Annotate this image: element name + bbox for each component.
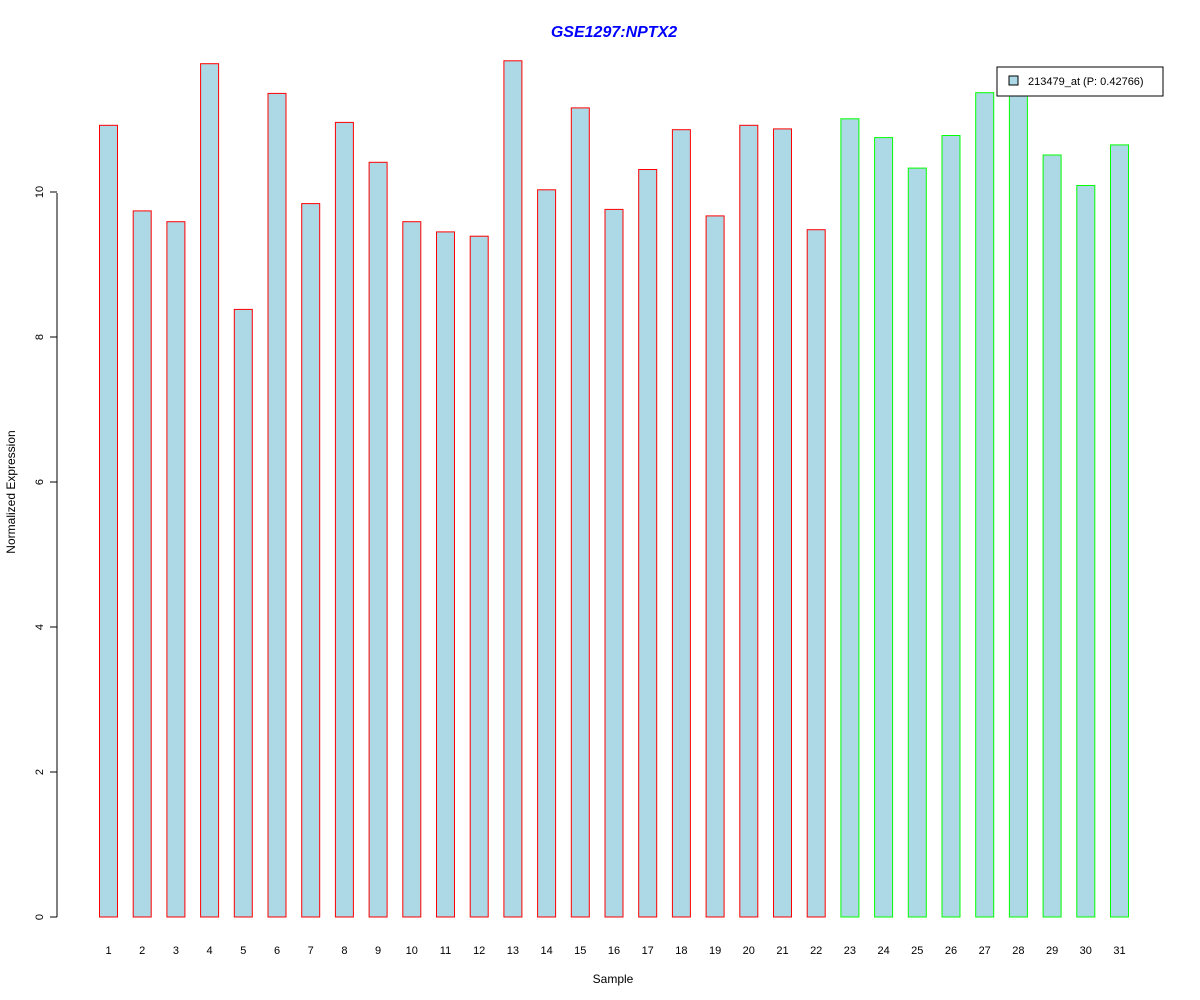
legend: 213479_at (P: 0.42766) [996,66,1164,97]
x-tick-label: 12 [473,945,485,957]
bar-sample-9 [368,161,388,918]
x-tick-label: 10 [406,945,418,957]
x-tick-label: 18 [675,945,687,957]
x-tick-label: 9 [375,945,381,957]
y-axis-title: Normalized Expression [4,430,18,553]
x-tick-label: 8 [341,945,347,957]
bar-sample-28 [1008,93,1028,918]
bar-sample-18 [671,129,691,918]
x-tick-label: 26 [945,945,957,957]
x-tick-label: 22 [810,945,822,957]
bar-sample-11 [436,231,455,918]
x-tick-label: 13 [507,945,519,957]
x-tick-label: 2 [139,945,145,957]
bar-sample-22 [806,229,826,918]
y-tick-label: 8 [34,334,46,340]
bar-sample-5 [233,308,253,918]
x-tick-label: 27 [979,945,991,957]
bar-sample-3 [166,221,186,918]
x-tick-label: 5 [240,945,246,957]
bar-sample-25 [907,167,927,918]
x-tick-label: 30 [1080,945,1092,957]
bar-sample-12 [469,235,489,918]
bar-sample-24 [874,137,894,918]
x-tick-label: 14 [540,945,552,957]
x-tick-label: 21 [776,945,788,957]
bar-sample-6 [267,92,287,918]
x-tick-label: 16 [608,945,620,957]
x-tick-label: 24 [877,945,889,957]
bar-sample-21 [773,128,792,918]
bar-sample-20 [739,124,759,918]
bar-sample-19 [705,215,725,918]
legend-swatch [1008,75,1019,86]
x-tick-label: 6 [274,945,280,957]
x-tick-label: 29 [1046,945,1058,957]
bar-sample-7 [301,203,321,918]
x-tick-label: 7 [308,945,314,957]
bar-sample-31 [1110,144,1129,918]
bar-sample-10 [402,221,422,918]
bar-sample-29 [1042,154,1062,918]
bar-sample-30 [1076,185,1096,918]
bar-sample-4 [200,63,220,918]
bar-sample-8 [334,121,354,918]
x-tick-label: 1 [105,945,111,957]
x-tick-label: 11 [440,945,451,957]
x-axis-title: Sample [593,972,634,986]
bar-sample-2 [132,210,152,918]
bar-sample-13 [503,60,523,918]
bar-sample-1 [99,124,118,918]
x-tick-label: 31 [1113,945,1125,957]
bars-group [99,60,1129,918]
x-tick-label: 23 [844,945,856,957]
y-axis: 0 2 4 6 8 10 [34,186,58,920]
y-tick-label: 0 [34,914,46,920]
bar-sample-23 [840,118,860,918]
x-tick-label: 17 [642,945,654,957]
bar-sample-14 [537,189,557,918]
y-tick-label: 2 [34,769,46,775]
legend-label: 213479_at (P: 0.42766) [1028,76,1144,88]
x-tick-label: 19 [709,945,721,957]
x-tick-label: 28 [1012,945,1024,957]
x-tick-label: 20 [743,945,755,957]
x-tick-label: 4 [207,945,213,957]
x-tick-label: 3 [173,945,179,957]
x-tick-label: 15 [574,945,586,957]
chart-title: GSE1297:NPTX2 [551,24,677,41]
x-tick-labels: 1 2 3 4 5 6 7 8 9 10 11 12 13 14 15 16 17 18 19 20 21 22 23 24 2… [105,945,1125,957]
bar-sample-26 [941,135,961,918]
bar-sample-17 [638,169,658,918]
legend-box [996,66,1164,97]
bar-sample-15 [570,107,590,918]
x-tick-label: 25 [911,945,923,957]
y-tick-label: 6 [34,479,46,485]
y-tick-label: 10 [34,186,46,198]
y-tick-label: 4 [34,624,46,630]
bar-sample-16 [604,208,624,918]
bar-sample-27 [975,92,995,918]
